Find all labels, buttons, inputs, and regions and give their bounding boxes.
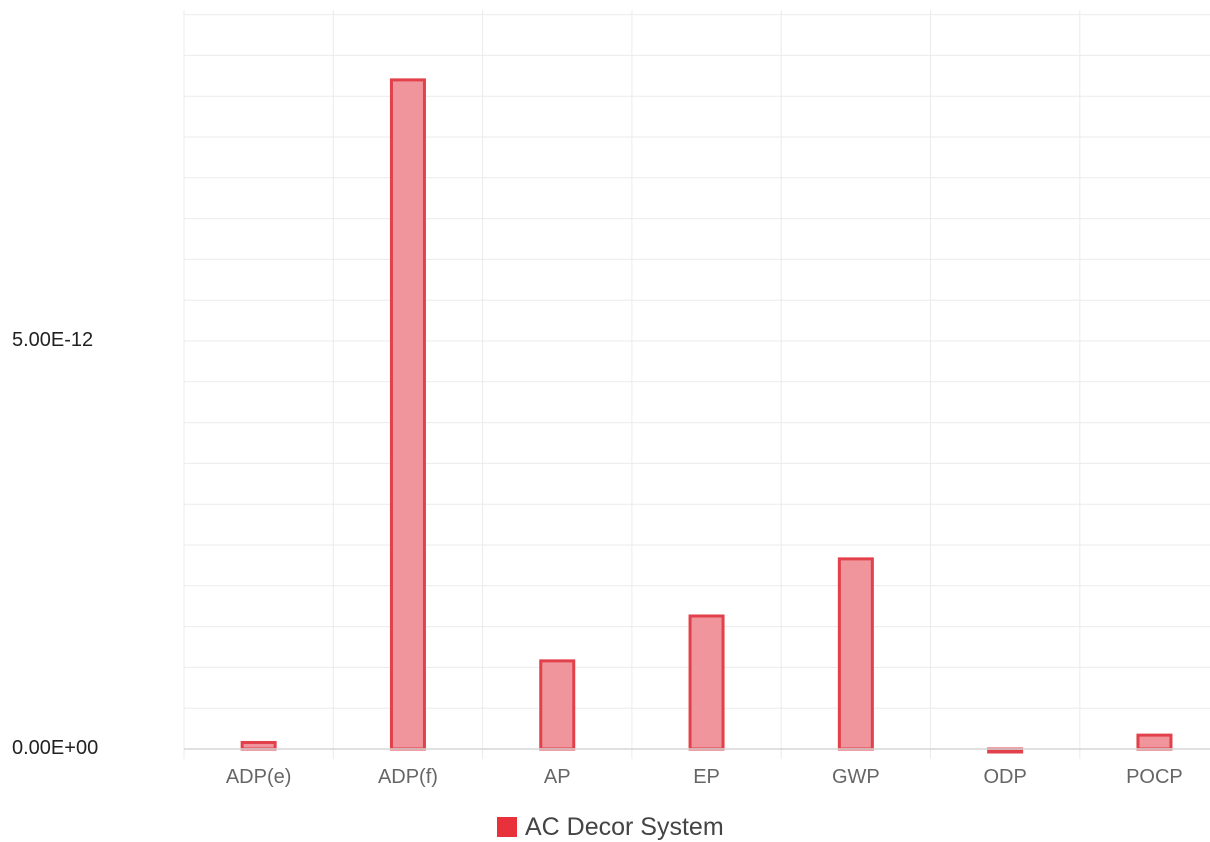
- x-tick-label: POCP: [1126, 766, 1183, 788]
- grid-lines: [183, 10, 1210, 759]
- bar-pocp[interactable]: [1136, 733, 1173, 751]
- x-tick-label: ADP(f): [377, 766, 438, 788]
- x-tick-label: AP: [543, 766, 571, 788]
- bar-ep[interactable]: [688, 614, 725, 751]
- bar-adp-f[interactable]: [389, 78, 426, 751]
- y-tick-label: 5.00E-12: [12, 329, 94, 351]
- bar-ap[interactable]: [539, 659, 576, 751]
- x-tick-label: ADP(e): [225, 766, 292, 788]
- bar-gwp[interactable]: [837, 557, 874, 751]
- x-tick-label: GWP: [831, 766, 880, 788]
- bars: [240, 78, 1173, 754]
- x-tick-label: ODP: [983, 766, 1027, 788]
- x-tick-label: EP: [693, 766, 720, 788]
- legend-label: AC Decor System: [525, 812, 724, 841]
- legend-swatch: [497, 817, 517, 837]
- y-tick-label: 0.00E+00: [12, 737, 99, 759]
- bar-adp-e[interactable]: [240, 740, 277, 751]
- legend[interactable]: AC Decor System: [497, 812, 724, 842]
